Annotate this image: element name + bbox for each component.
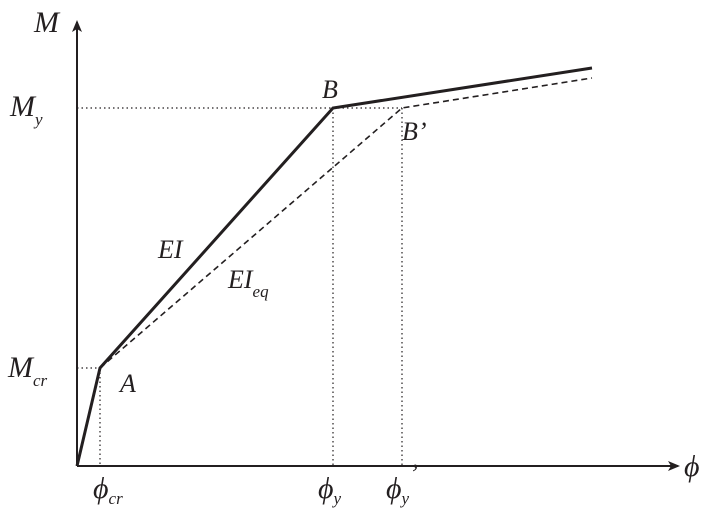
label-base: M <box>7 351 35 384</box>
x-axis-label: ϕ <box>684 450 700 483</box>
yield-moment-label: My <box>9 90 43 129</box>
point-label: B <box>322 75 338 104</box>
label-base: ϕ <box>386 472 402 505</box>
point-label: A <box>118 369 136 398</box>
label-sub: cr <box>33 371 48 390</box>
cracking-moment-label: Mcr <box>7 351 48 390</box>
label-base: EI <box>227 265 254 294</box>
label-sub: y <box>33 110 43 129</box>
label-sub: y <box>400 489 410 508</box>
label-base: ϕ <box>318 472 334 505</box>
stiffness-label: EI <box>157 235 184 264</box>
actual-curve <box>75 66 593 467</box>
equivalent-stiffness-label: EIeq <box>227 265 269 301</box>
equivalent-yield-curvature-label: ϕy’ <box>386 459 418 508</box>
cracking-curvature-label: ϕcr <box>93 472 123 508</box>
label-base: ϕ <box>93 472 109 505</box>
label-sub: eq <box>253 282 270 301</box>
label-prime: ’ <box>409 459 418 488</box>
y-axis-label: M <box>33 6 61 39</box>
label-base: M <box>9 90 37 123</box>
yield-curvature-label: ϕy <box>318 472 342 508</box>
label-sub: cr <box>109 489 124 508</box>
point-label: B’ <box>402 117 427 146</box>
equivalent-curve <box>99 77 593 369</box>
label-sub: y <box>332 489 342 508</box>
label-base: EI <box>157 235 184 264</box>
guide-lines <box>77 107 403 466</box>
